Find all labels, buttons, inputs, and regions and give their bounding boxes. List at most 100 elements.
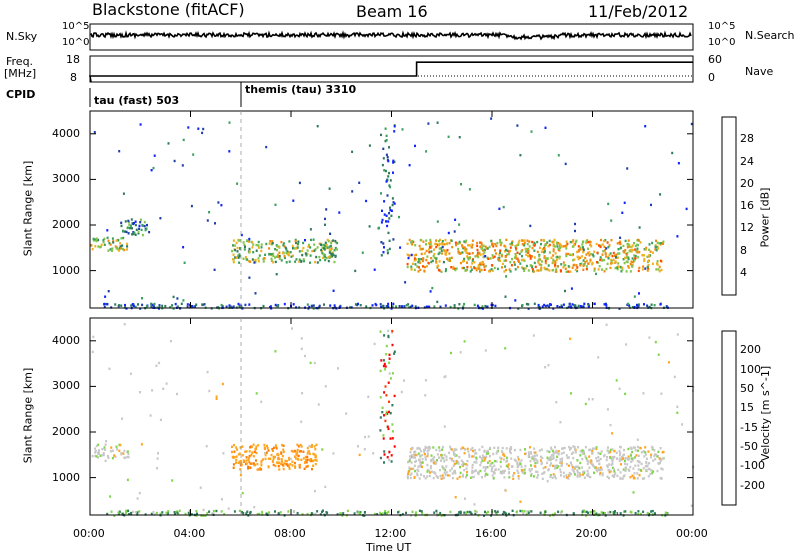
freq-trace — [89, 61, 693, 83]
scatter-point — [648, 254, 651, 257]
scatter-point — [410, 265, 413, 268]
scatter-point — [280, 240, 283, 244]
scatter-point — [632, 467, 635, 470]
scatter-point — [127, 456, 130, 459]
scatter-point — [569, 448, 571, 451]
scatter-point — [558, 249, 561, 252]
scatter-point — [461, 266, 464, 270]
scatter-point — [552, 449, 554, 453]
scatter-point — [448, 474, 451, 477]
scatter-point — [141, 233, 144, 237]
scatter-point — [263, 443, 266, 447]
scatter-point — [606, 449, 609, 452]
scatter-point — [464, 249, 467, 252]
scatter-point — [478, 267, 481, 270]
scatter-point — [247, 240, 250, 243]
scatter-point — [126, 455, 129, 459]
scatter-point — [471, 262, 474, 265]
scatter-point — [379, 416, 382, 419]
scatter-point — [101, 448, 104, 451]
scatter-point — [604, 252, 607, 255]
scatter-point — [208, 510, 211, 513]
scatter-point — [606, 465, 609, 469]
scatter-point — [330, 240, 333, 243]
scatter-point — [575, 239, 578, 242]
scatter-point — [602, 250, 605, 253]
scatter-point — [650, 469, 653, 472]
scatter-point — [424, 458, 427, 461]
scatter-point — [245, 462, 248, 465]
scatter-point — [357, 445, 359, 448]
scatter-point — [581, 450, 584, 454]
scatter-point — [346, 509, 349, 513]
scatter-point — [473, 461, 476, 464]
scatter-point — [540, 242, 542, 246]
scatter-point — [311, 304, 314, 308]
scatter-point — [636, 303, 638, 307]
scatter-point — [112, 241, 115, 244]
scatter-point — [627, 256, 630, 259]
scatter-point — [517, 474, 520, 478]
scatter-point — [589, 258, 592, 261]
scatter-point — [242, 511, 245, 515]
scatter-point — [429, 465, 432, 468]
scatter-point — [388, 184, 391, 187]
scatter-point — [627, 302, 630, 306]
scatter-point — [236, 246, 239, 250]
scatter-point — [182, 246, 185, 249]
scatter-point — [435, 261, 438, 264]
scatter-point — [417, 465, 420, 468]
scatter-point — [430, 454, 433, 457]
scatter-point — [494, 510, 497, 513]
scatter-point — [373, 512, 376, 516]
scatter-point — [364, 435, 366, 439]
scatter-point — [152, 166, 155, 170]
scatter-point — [611, 254, 614, 258]
scatter-point — [228, 304, 231, 307]
scatter-point — [559, 458, 562, 461]
scatter-point — [128, 513, 130, 516]
scatter-point — [221, 305, 224, 308]
scatter-point — [517, 455, 520, 459]
scatter-point — [90, 244, 93, 247]
scatter-point — [593, 267, 596, 270]
scatter-point — [111, 457, 114, 460]
scatter-point — [605, 267, 608, 271]
scatter-point — [426, 446, 429, 450]
scatter-point — [491, 264, 494, 267]
scatter-point — [483, 514, 485, 517]
scatter-point — [524, 448, 526, 451]
scatter-point — [316, 125, 319, 128]
scatter-point — [654, 458, 657, 461]
scatter-point — [425, 150, 428, 153]
scatter-point — [388, 372, 391, 375]
scatter-point — [248, 456, 251, 459]
scatter-point — [305, 254, 308, 257]
scatter-point — [627, 455, 630, 458]
scatter-point — [491, 269, 494, 272]
scatter-point — [581, 457, 584, 461]
scatter-point — [290, 255, 293, 258]
scatter-point — [322, 256, 325, 260]
scatter-point — [428, 248, 430, 251]
scatter-point — [591, 398, 594, 401]
scatter-point — [274, 464, 277, 468]
scatter-point — [182, 299, 185, 302]
x-tick-label: 12:00 — [374, 527, 407, 540]
scatter-point — [137, 232, 140, 235]
scatter-point — [412, 467, 415, 470]
scatter-point — [393, 350, 396, 353]
scatter-point — [499, 471, 502, 474]
scatter-point — [266, 444, 268, 448]
scatter-point — [469, 270, 472, 273]
scatter-point — [438, 247, 441, 250]
scatter-point — [520, 469, 523, 472]
scatter-point — [524, 452, 526, 456]
scatter-point — [134, 223, 137, 227]
scatter-point — [324, 385, 327, 388]
scatter-point — [659, 242, 662, 245]
scatter-point — [548, 305, 551, 308]
scatter-point — [471, 471, 474, 475]
scatter-point — [562, 245, 565, 248]
